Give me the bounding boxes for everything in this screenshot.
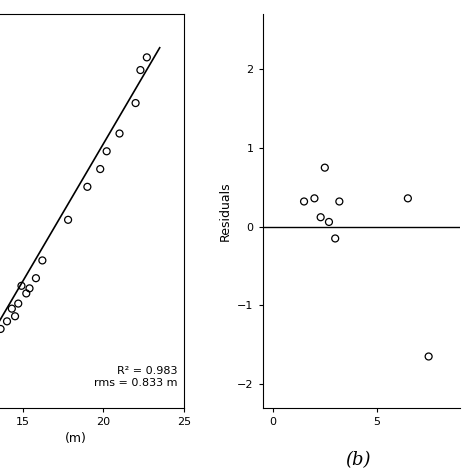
Point	[310, 194, 318, 202]
Point	[83, 183, 91, 191]
Point	[103, 147, 110, 155]
Point	[64, 216, 72, 224]
Point	[143, 54, 151, 61]
Text: R² = 0.983
rms = 0.833 m: R² = 0.983 rms = 0.833 m	[94, 366, 177, 388]
Text: (b): (b)	[345, 451, 371, 469]
Point	[96, 165, 104, 173]
Point	[116, 130, 123, 137]
Point	[3, 318, 11, 325]
Point	[26, 284, 33, 292]
Point	[32, 274, 40, 282]
Point	[18, 282, 25, 290]
Point	[38, 256, 46, 264]
Point	[317, 213, 324, 221]
X-axis label: (m): (m)	[64, 432, 86, 445]
Point	[11, 312, 19, 320]
Point	[0, 325, 4, 333]
Point	[132, 99, 139, 107]
Point	[404, 194, 411, 202]
Point	[325, 218, 333, 226]
Point	[321, 164, 328, 172]
Point	[8, 305, 16, 312]
Point	[15, 300, 22, 307]
Y-axis label: Residuals: Residuals	[219, 181, 231, 241]
Point	[336, 198, 343, 205]
Point	[22, 290, 30, 297]
Point	[137, 66, 144, 74]
Point	[425, 353, 432, 360]
Point	[300, 198, 308, 205]
Point	[331, 235, 339, 242]
